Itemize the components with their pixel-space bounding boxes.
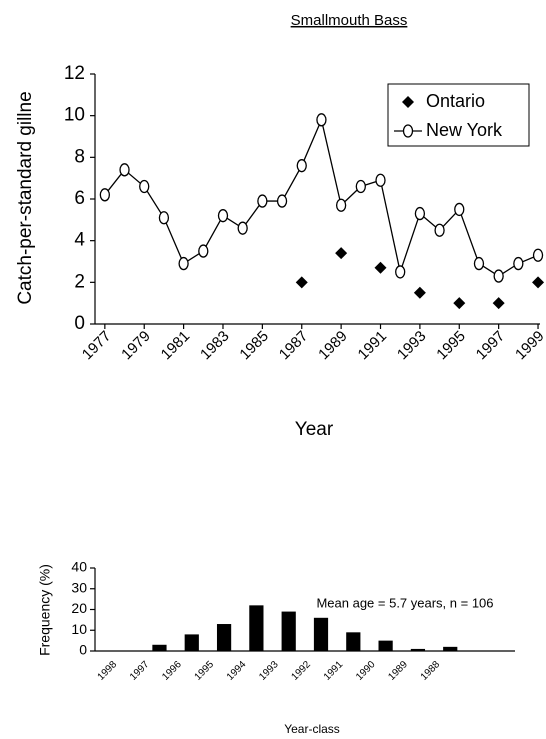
point xyxy=(335,198,347,212)
x-axis-label: Year-class xyxy=(284,722,340,736)
x-tick-label: 1981 xyxy=(158,328,194,364)
x-tick-label: 1994 xyxy=(225,659,249,683)
y-tick-label: 40 xyxy=(71,559,87,575)
point xyxy=(374,261,387,274)
chart-title: Smallmouth Bass xyxy=(291,12,408,29)
point xyxy=(296,159,307,173)
legend-label: New York xyxy=(426,120,503,140)
point xyxy=(335,247,348,260)
y-tick-label: 10 xyxy=(71,621,87,637)
point xyxy=(473,256,485,271)
bar xyxy=(313,617,329,651)
point xyxy=(454,202,465,217)
y-axis-label: Frequency (%) xyxy=(37,564,53,656)
y-axis-label: Catch-per-standard gillne xyxy=(15,91,36,304)
y-tick-label: 8 xyxy=(74,146,85,167)
point xyxy=(395,265,406,279)
bar xyxy=(216,624,232,651)
x-axis-label: Year xyxy=(295,419,334,440)
point xyxy=(375,173,386,187)
point xyxy=(532,276,545,289)
x-tick-label: 1979 xyxy=(118,328,154,364)
point xyxy=(99,188,110,202)
y-tick-label: 0 xyxy=(74,313,85,334)
x-tick-label: 1990 xyxy=(354,659,378,683)
y-tick-label: 20 xyxy=(71,600,87,616)
x-tick-label: 1993 xyxy=(394,328,430,364)
y-tick-label: 0 xyxy=(79,642,87,658)
bar xyxy=(346,632,361,651)
point xyxy=(355,179,366,194)
bar xyxy=(152,644,167,651)
point xyxy=(513,256,524,271)
point xyxy=(493,269,504,283)
point xyxy=(492,297,505,310)
x-tick-label: 1995 xyxy=(193,659,217,683)
x-tick-label: 1992 xyxy=(289,659,313,683)
x-tick-label: 1996 xyxy=(160,659,184,683)
bar xyxy=(443,646,458,651)
legend-label: Ontario xyxy=(426,91,485,111)
x-tick-label: 1989 xyxy=(386,659,410,683)
x-tick-label: 1983 xyxy=(197,328,233,364)
point xyxy=(119,163,130,177)
point xyxy=(414,206,426,221)
point xyxy=(178,256,189,271)
bar xyxy=(249,605,264,651)
point xyxy=(295,276,308,289)
x-tick-label: 1997 xyxy=(473,328,509,364)
point xyxy=(413,286,426,299)
x-tick-label: 1993 xyxy=(257,659,281,683)
point xyxy=(237,221,248,235)
x-tick-label: 1999 xyxy=(512,328,546,364)
point xyxy=(158,211,170,225)
legend-marker xyxy=(402,96,414,108)
y-tick-label: 2 xyxy=(74,271,85,292)
y-tick-label: 30 xyxy=(71,579,87,595)
point xyxy=(316,113,327,127)
x-tick-label: 1997 xyxy=(128,659,152,683)
x-tick-label: 1995 xyxy=(433,328,469,364)
x-tick-label: 1998 xyxy=(96,659,120,683)
x-tick-label: 1988 xyxy=(419,659,443,683)
y-tick-label: 12 xyxy=(64,63,85,84)
legend-marker xyxy=(402,124,414,138)
x-tick-label: 1987 xyxy=(276,328,312,364)
point xyxy=(198,244,209,258)
bar xyxy=(184,634,199,651)
bar xyxy=(378,640,393,651)
x-tick-label: 1991 xyxy=(355,328,391,364)
y-tick-label: 6 xyxy=(74,188,85,209)
point xyxy=(532,248,544,262)
bar xyxy=(281,611,296,651)
point xyxy=(453,297,466,310)
point xyxy=(434,223,445,237)
point xyxy=(139,179,150,194)
bar xyxy=(410,648,426,651)
point xyxy=(257,194,268,208)
y-tick-label: 4 xyxy=(74,230,85,251)
x-tick-label: 1985 xyxy=(236,328,272,364)
point xyxy=(217,209,229,223)
y-tick-label: 10 xyxy=(64,105,85,126)
x-tick-label: 1991 xyxy=(322,659,346,683)
x-tick-label: 1989 xyxy=(315,328,351,364)
annotation: Mean age = 5.7 years, n = 106 xyxy=(316,595,493,610)
point xyxy=(276,194,288,208)
